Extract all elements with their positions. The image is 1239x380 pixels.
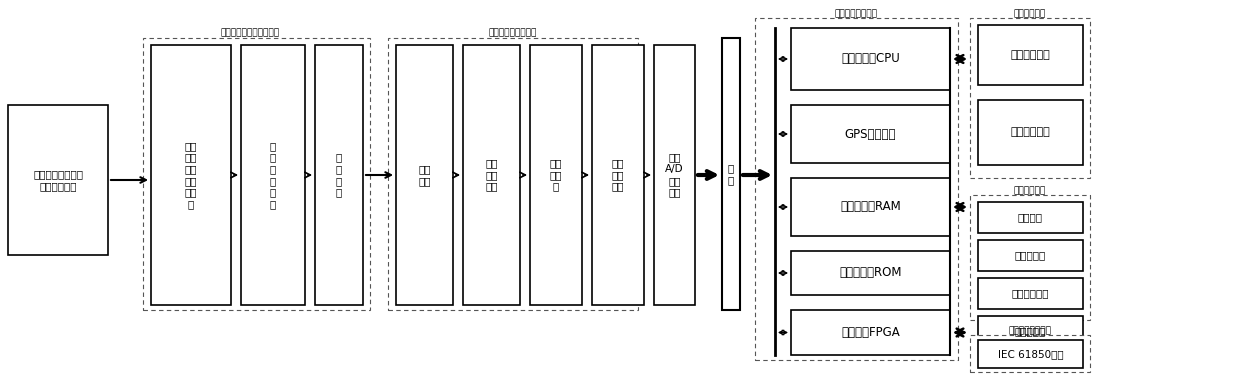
Bar	[790, 28, 950, 90]
Text: 信号调理与采集模块: 信号调理与采集模块	[489, 28, 538, 37]
Text: GPS同步时钟: GPS同步时钟	[845, 128, 896, 141]
Text: 总
线: 总 线	[727, 163, 735, 185]
Bar	[388, 38, 638, 310]
Text: 接线
端子: 接线 端子	[419, 164, 431, 186]
Bar	[151, 45, 230, 305]
Bar	[790, 251, 950, 295]
Text: 外拥
式高
频超
声波
流量
计: 外拥 式高 频超 声波 流量 计	[185, 141, 197, 209]
Bar	[722, 38, 740, 310]
Text: 打印机接口: 打印机接口	[1015, 326, 1046, 337]
Text: 数字处理分析模块: 数字处理分析模块	[835, 9, 877, 18]
Text: 指示灯、按钮: 指示灯、按钮	[1012, 288, 1049, 299]
Bar	[790, 105, 950, 163]
Bar	[978, 340, 1083, 368]
Bar	[970, 18, 1090, 178]
Text: 中央处理器CPU: 中央处理器CPU	[841, 52, 900, 65]
Bar	[7, 105, 108, 255]
Text: 信号
采样
电路: 信号 采样 电路	[612, 158, 624, 192]
Text: 数据存储模块: 数据存储模块	[1014, 9, 1046, 18]
Bar	[978, 316, 1083, 347]
Bar	[396, 45, 453, 305]
Bar	[530, 45, 582, 305]
Text: 模数
A/D
转换
电路: 模数 A/D 转换 电路	[665, 153, 684, 197]
Bar	[978, 202, 1083, 233]
Text: 随机存储器RAM: 随机存储器RAM	[840, 201, 901, 214]
Bar	[142, 38, 370, 310]
Text: IEC 61850通信: IEC 61850通信	[997, 349, 1063, 359]
Text: 只读存储器ROM: 只读存储器ROM	[839, 266, 902, 280]
Bar	[755, 18, 958, 360]
Text: 流
量
计
变
送
器: 流 量 计 变 送 器	[270, 141, 276, 209]
Bar	[978, 240, 1083, 271]
Text: 液晶显示屏: 液晶显示屏	[1015, 250, 1046, 261]
Bar	[970, 335, 1090, 372]
Text: 控制电路FPGA: 控制电路FPGA	[841, 326, 900, 339]
Text: 瞬态油流特征量测量模块: 瞬态油流特征量测量模块	[221, 28, 280, 37]
Text: 低通
滤波
器: 低通 滤波 器	[550, 158, 563, 192]
Bar	[790, 310, 950, 355]
Bar	[315, 45, 363, 305]
Bar	[654, 45, 695, 305]
Bar	[970, 195, 1090, 320]
Text: 人机对话模块: 人机对话模块	[1014, 186, 1046, 195]
Bar	[592, 45, 644, 305]
Bar	[978, 278, 1083, 309]
Text: 通
信
线
缆: 通 信 线 缆	[336, 153, 342, 197]
Bar	[978, 25, 1083, 85]
Bar	[790, 178, 950, 236]
Bar	[978, 100, 1083, 165]
Text: 副闪存存储器: 副闪存存储器	[1011, 128, 1051, 138]
Bar	[242, 45, 305, 305]
Text: 信号
调理
电路: 信号 调理 电路	[486, 158, 498, 192]
Text: 数据通信接口模块: 数据通信接口模块	[1009, 326, 1052, 335]
Text: 主闪存存储器: 主闪存存储器	[1011, 50, 1051, 60]
Bar	[463, 45, 520, 305]
Text: 变压器油枕连接管
瞬态油流特征: 变压器油枕连接管 瞬态油流特征	[33, 169, 83, 191]
Text: 紧凑键盘: 紧凑键盘	[1018, 212, 1043, 223]
